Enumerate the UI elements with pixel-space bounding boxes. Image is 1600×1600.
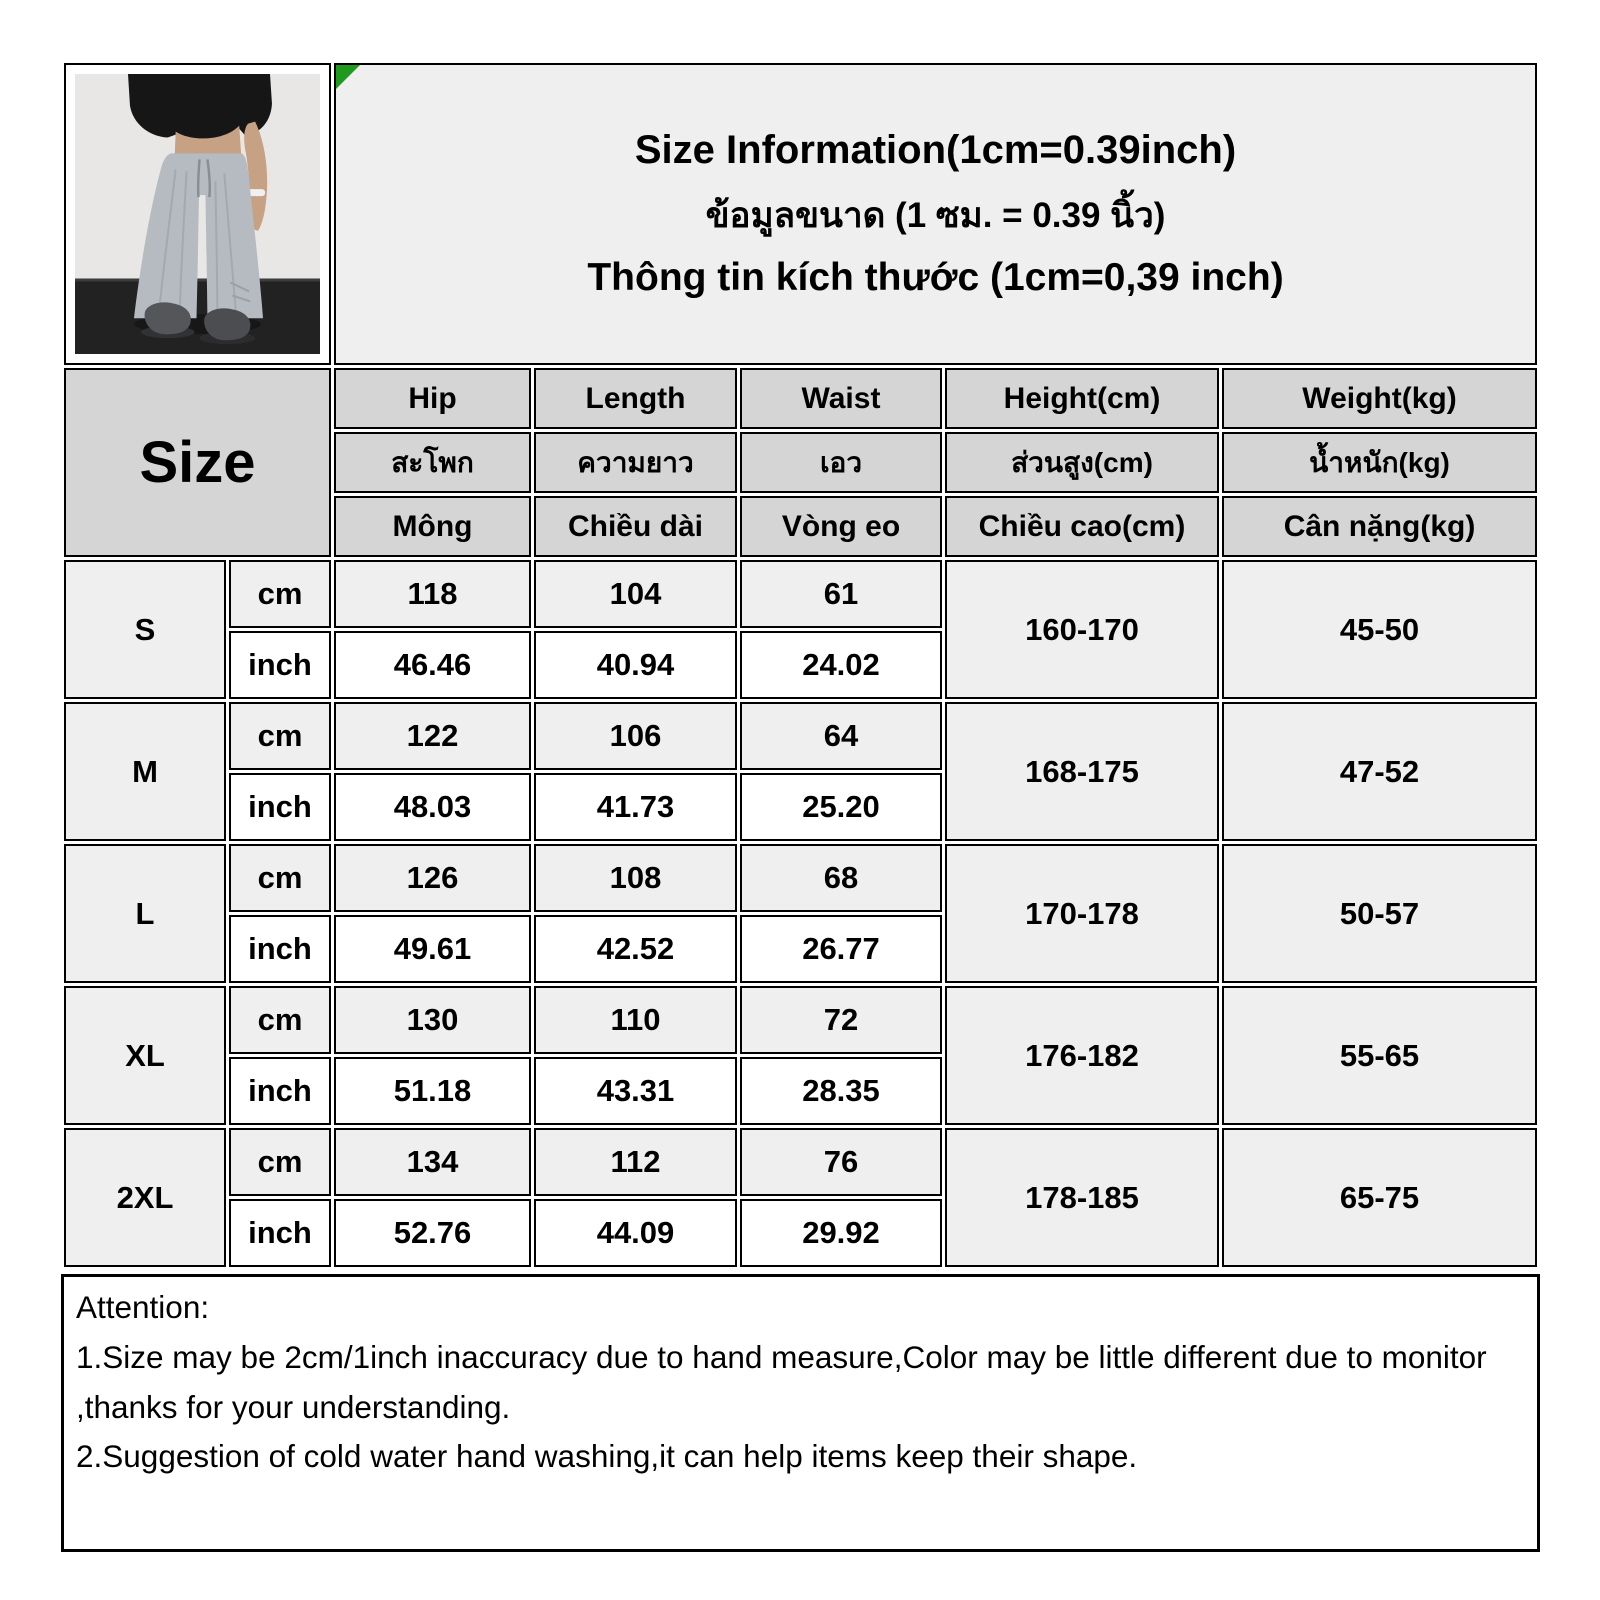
title-vietnamese: Thông tin kích thước (1cm=0,39 inch) bbox=[587, 256, 1284, 299]
header-height-vi: Chiều cao(cm) bbox=[945, 496, 1219, 557]
xl-length-inch: 43.31 bbox=[534, 1057, 737, 1125]
s-length-inch: 40.94 bbox=[534, 631, 737, 699]
header-hip-vi: Mông bbox=[334, 496, 531, 557]
2xl-length-cm: 112 bbox=[534, 1128, 737, 1196]
row-m-cm: M cm 122 106 64 168-175 47-52 bbox=[64, 702, 1538, 841]
2xl-waist-cm: 76 bbox=[740, 1128, 942, 1196]
size-header-cell: Size bbox=[64, 368, 331, 557]
xl-height-range: 176-182 bbox=[945, 986, 1219, 1125]
l-hip-cm: 126 bbox=[334, 844, 531, 912]
unit-inch: inch bbox=[229, 1057, 331, 1125]
m-length-inch: 41.73 bbox=[534, 773, 737, 841]
row-2xl-inch: inch 52.76 44.09 29.92 bbox=[64, 1199, 1537, 1267]
size-chart-page: Size Information(1cm=0.39inch) ข้อมูลขนา… bbox=[61, 60, 1540, 1552]
row-s-inch: inch 46.46 40.94 24.02 bbox=[64, 631, 1537, 699]
row-s-cm: S cm 118 104 61 160-170 45-50 bbox=[64, 560, 1538, 699]
2xl-height-range: 178-185 bbox=[945, 1128, 1219, 1267]
size-label-m: M bbox=[64, 702, 226, 841]
l-weight-range: 50-57 bbox=[1222, 844, 1538, 983]
header-height-en: Height(cm) bbox=[945, 368, 1219, 429]
size-label-s: S bbox=[64, 560, 226, 699]
unit-cm: cm bbox=[229, 560, 331, 628]
m-waist-inch: 25.20 bbox=[740, 773, 942, 841]
size-label-xl: XL bbox=[64, 986, 226, 1125]
row-xl-inch: inch 51.18 43.31 28.35 bbox=[64, 1057, 1537, 1125]
l-hip-inch: 49.61 bbox=[334, 915, 531, 983]
header-height-th: ส่วนสูง(cm) bbox=[945, 432, 1219, 493]
header-length-en: Length bbox=[534, 368, 737, 429]
l-waist-cm: 68 bbox=[740, 844, 942, 912]
row-xl-cm: XL cm 130 110 72 176-182 55-65 bbox=[64, 986, 1538, 1125]
attention-note-1: 1.Size may be 2cm/1inch inaccuracy due t… bbox=[76, 1338, 1487, 1425]
2xl-length-inch: 44.09 bbox=[534, 1199, 737, 1267]
row-m-inch: inch 48.03 41.73 25.20 bbox=[64, 773, 1537, 841]
unit-inch: inch bbox=[229, 773, 331, 841]
attention-heading: Attention: bbox=[76, 1289, 210, 1325]
xl-hip-cm: 130 bbox=[334, 986, 531, 1054]
header-waist-vi: Vòng eo bbox=[740, 496, 942, 557]
2xl-hip-inch: 52.76 bbox=[334, 1199, 531, 1267]
header-weight-en: Weight(kg) bbox=[1222, 368, 1538, 429]
m-height-range: 168-175 bbox=[945, 702, 1219, 841]
xl-waist-inch: 28.35 bbox=[740, 1057, 942, 1125]
unit-inch: inch bbox=[229, 1199, 331, 1267]
header-row-vietnamese: Mông Chiều dài Vòng eo Chiều cao(cm) Cân… bbox=[64, 496, 1538, 557]
title-english: Size Information(1cm=0.39inch) bbox=[634, 128, 1237, 172]
header-weight-th: น้ำหนัก(kg) bbox=[1222, 432, 1538, 493]
s-waist-cm: 61 bbox=[740, 560, 942, 628]
attention-note-2: 2.Suggestion of cold water hand washing,… bbox=[76, 1438, 1138, 1475]
title-thai: ข้อมูลขนาด (1 ซม. = 0.39 นิ้ว) bbox=[705, 196, 1166, 235]
m-hip-cm: 122 bbox=[334, 702, 531, 770]
s-weight-range: 45-50 bbox=[1222, 560, 1538, 699]
row-l-inch: inch 49.61 42.52 26.77 bbox=[64, 915, 1537, 983]
header-length-vi: Chiều dài bbox=[534, 496, 737, 557]
l-waist-inch: 26.77 bbox=[740, 915, 942, 983]
header-row-thai: สะโพก ความยาว เอว ส่วนสูง(cm) น้ำหนัก(kg… bbox=[64, 432, 1538, 493]
s-hip-cm: 118 bbox=[334, 560, 531, 628]
s-length-cm: 104 bbox=[534, 560, 737, 628]
header-length-th: ความยาว bbox=[534, 432, 737, 493]
header-weight-vi: Cân nặng(kg) bbox=[1222, 496, 1538, 557]
attention-box: Attention: 1.Size may be 2cm/1inch inacc… bbox=[61, 1274, 1540, 1552]
corner-marker-icon bbox=[336, 65, 361, 90]
xl-length-cm: 110 bbox=[534, 986, 737, 1054]
unit-cm: cm bbox=[229, 702, 331, 770]
unit-cm: cm bbox=[229, 1128, 331, 1196]
s-hip-inch: 46.46 bbox=[334, 631, 531, 699]
xl-weight-range: 55-65 bbox=[1222, 986, 1538, 1125]
header-row-english: Size Hip Length Waist Height(cm) Weight(… bbox=[64, 368, 1538, 557]
l-height-range: 170-178 bbox=[945, 844, 1219, 983]
m-waist-cm: 64 bbox=[740, 702, 942, 770]
unit-cm: cm bbox=[229, 844, 331, 912]
size-information-table: Size Information(1cm=0.39inch) ข้อมูลขนา… bbox=[61, 60, 1540, 1270]
m-length-cm: 106 bbox=[534, 702, 737, 770]
m-hip-inch: 48.03 bbox=[334, 773, 531, 841]
2xl-waist-inch: 29.92 bbox=[740, 1199, 942, 1267]
header-waist-th: เอว bbox=[740, 432, 942, 493]
row-2xl-cm: 2XL cm 134 112 76 178-185 65-75 bbox=[64, 1128, 1538, 1267]
2xl-weight-range: 65-75 bbox=[1222, 1128, 1538, 1267]
title-cell: Size Information(1cm=0.39inch) ข้อมูลขนา… bbox=[334, 63, 1538, 365]
header-hip-th: สะโพก bbox=[334, 432, 531, 493]
size-label-2xl: 2XL bbox=[64, 1128, 226, 1267]
unit-inch: inch bbox=[229, 915, 331, 983]
header-hip-en: Hip bbox=[334, 368, 531, 429]
model-photo-illustration bbox=[75, 74, 320, 354]
xl-hip-inch: 51.18 bbox=[334, 1057, 531, 1125]
xl-waist-cm: 72 bbox=[740, 986, 942, 1054]
header-waist-en: Waist bbox=[740, 368, 942, 429]
top-block-row: Size Information(1cm=0.39inch) ข้อมูลขนา… bbox=[64, 63, 1538, 365]
m-weight-range: 47-52 bbox=[1222, 702, 1538, 841]
unit-cm: cm bbox=[229, 986, 331, 1054]
unit-inch: inch bbox=[229, 631, 331, 699]
s-height-range: 160-170 bbox=[945, 560, 1219, 699]
product-photo-cell bbox=[64, 63, 331, 365]
s-waist-inch: 24.02 bbox=[740, 631, 942, 699]
l-length-inch: 42.52 bbox=[534, 915, 737, 983]
size-label-l: L bbox=[64, 844, 226, 983]
l-length-cm: 108 bbox=[534, 844, 737, 912]
2xl-hip-cm: 134 bbox=[334, 1128, 531, 1196]
row-l-cm: L cm 126 108 68 170-178 50-57 bbox=[64, 844, 1538, 983]
